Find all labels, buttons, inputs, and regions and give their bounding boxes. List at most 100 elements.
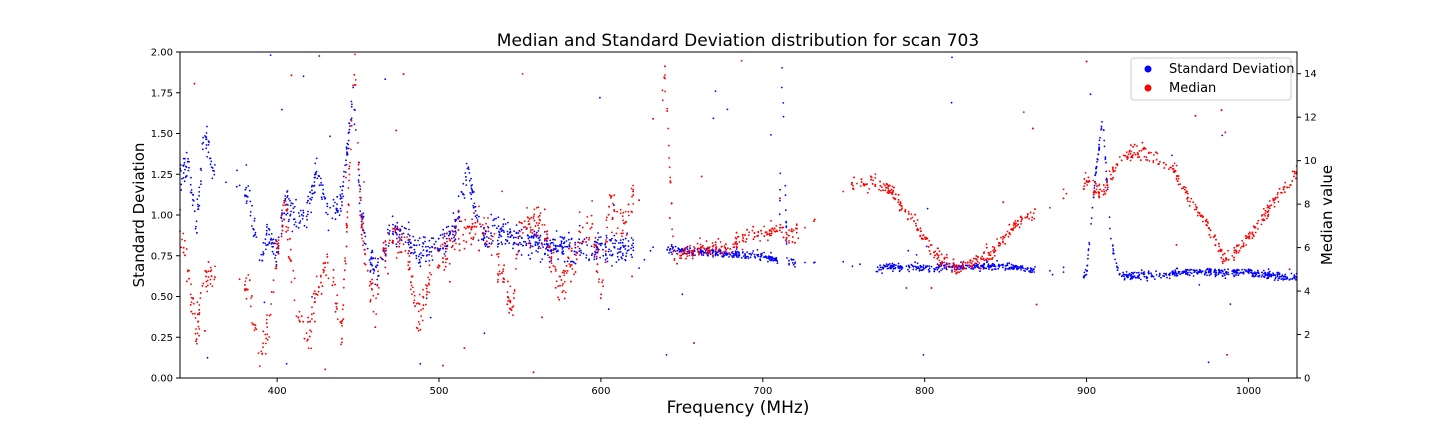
data-point (1258, 274, 1261, 277)
data-point (870, 178, 872, 181)
data-point (280, 216, 282, 219)
data-point (1085, 60, 1088, 63)
data-point (676, 253, 679, 255)
data-point (1294, 275, 1296, 278)
data-point (1029, 267, 1032, 270)
data-point (339, 207, 342, 210)
right-y-axis-label: Median value (1318, 165, 1336, 265)
data-point (371, 289, 373, 291)
data-point (1095, 191, 1098, 194)
data-point (286, 208, 289, 211)
data-point (563, 272, 566, 274)
data-point (1289, 184, 1291, 186)
data-point (202, 282, 205, 285)
data-point (488, 245, 491, 248)
data-point (339, 195, 342, 198)
data-point (321, 198, 323, 201)
data-point (1261, 274, 1264, 276)
data-point (539, 234, 542, 237)
data-point (400, 236, 403, 239)
data-point (936, 252, 938, 255)
data-point (395, 257, 398, 259)
data-point (264, 238, 267, 241)
data-point (418, 259, 421, 261)
data-point (728, 256, 730, 258)
data-point (420, 315, 422, 317)
data-point (900, 208, 903, 211)
data-point (617, 248, 619, 250)
data-point (415, 257, 418, 260)
data-point (527, 220, 530, 223)
data-point (666, 248, 669, 251)
data-point (511, 234, 514, 237)
data-point (300, 315, 303, 317)
data-point (535, 250, 538, 252)
data-point (343, 170, 345, 173)
data-point (425, 297, 428, 300)
data-point (740, 59, 743, 62)
data-point (506, 233, 509, 236)
data-point (306, 201, 308, 204)
data-point (422, 288, 424, 291)
data-point (600, 293, 602, 296)
data-point (509, 231, 512, 234)
data-point (1017, 220, 1019, 223)
data-point (878, 269, 880, 271)
data-point (265, 232, 268, 235)
data-point (511, 306, 514, 309)
data-point (664, 77, 666, 80)
data-point (310, 211, 313, 214)
data-point (557, 250, 559, 252)
data-point (541, 316, 543, 319)
data-point (712, 244, 715, 247)
data-point (293, 299, 296, 302)
data-point (567, 256, 569, 259)
data-point (561, 248, 564, 250)
data-point (673, 249, 676, 252)
data-point (465, 184, 468, 187)
data-point (990, 251, 992, 253)
data-point (619, 241, 622, 244)
data-point (322, 262, 325, 265)
data-point (530, 216, 533, 219)
data-point (669, 180, 672, 183)
data-point (1257, 228, 1259, 230)
data-point (907, 268, 909, 271)
data-point (760, 232, 763, 235)
data-point (515, 236, 517, 239)
data-point (582, 252, 585, 255)
data-point (699, 249, 702, 252)
data-point (268, 228, 271, 231)
data-point (184, 168, 186, 171)
data-point (1288, 186, 1291, 189)
data-point (1225, 258, 1228, 261)
data-point (998, 244, 1001, 247)
data-point (768, 232, 771, 235)
data-point (264, 242, 267, 245)
data-point (1168, 273, 1171, 275)
data-point (631, 244, 633, 247)
data-point (775, 256, 778, 259)
data-point (552, 242, 554, 244)
data-point (597, 250, 599, 253)
data-point (1261, 271, 1263, 274)
data-point (341, 189, 344, 192)
data-point (724, 246, 727, 249)
data-point (1145, 159, 1147, 161)
data-point (1202, 220, 1204, 223)
data-point (578, 250, 581, 253)
data-point (610, 240, 612, 242)
data-point (197, 208, 200, 211)
data-point (879, 180, 881, 183)
data-point (945, 265, 948, 268)
data-point (1049, 206, 1051, 209)
data-point (452, 240, 454, 243)
data-point (281, 212, 283, 214)
data-point (1032, 268, 1035, 270)
data-point (574, 243, 577, 246)
data-point (397, 251, 399, 254)
data-point (498, 231, 501, 234)
data-point (751, 252, 754, 255)
data-point (1125, 151, 1128, 154)
data-point (357, 168, 360, 171)
